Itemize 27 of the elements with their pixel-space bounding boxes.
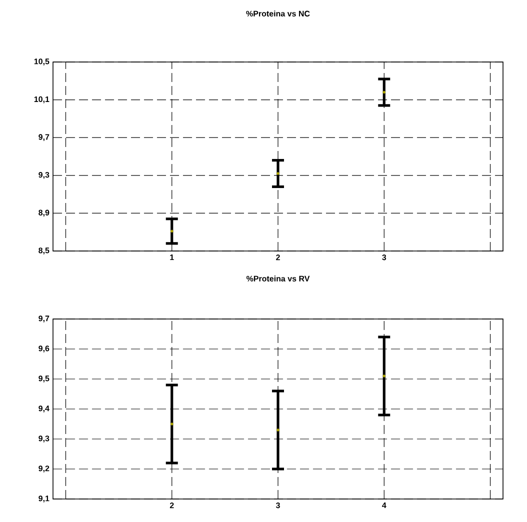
x-tick-label: 1 (170, 254, 174, 260)
y-tick-label: 9,5 (38, 376, 50, 382)
y-tick-label: 9,3 (38, 172, 50, 179)
x-tick-label: 3 (382, 254, 386, 260)
y-tick-label: 8,9 (38, 210, 50, 217)
chart-title: %Proteina vs RV (246, 276, 310, 282)
y-tick-label: 9,7 (38, 134, 50, 142)
point (276, 172, 280, 175)
point (170, 422, 174, 426)
y-tick-label: 9,4 (38, 406, 50, 412)
point (276, 428, 280, 432)
y-tick-label: 8,5 (38, 248, 50, 254)
y-tick-label: 9,3 (38, 436, 50, 442)
y-tick-label: 9,7 (38, 316, 50, 322)
y-tick-label: 9,1 (38, 496, 50, 502)
x-tick-label: 4 (382, 502, 386, 508)
x-tick-label: 3 (276, 502, 280, 508)
x-tick-label: 2 (170, 502, 174, 508)
chart-title: %Proteina vs NC (246, 10, 310, 16)
y-tick-label: 10,5 (34, 58, 50, 66)
y-tick-label: 10,1 (34, 96, 50, 104)
y-tick-label: 9,2 (38, 466, 50, 472)
point (170, 230, 174, 233)
x-tick-label: 2 (276, 254, 280, 260)
y-tick-label: 9,6 (38, 346, 50, 352)
point (382, 374, 386, 378)
point (382, 90, 386, 94)
